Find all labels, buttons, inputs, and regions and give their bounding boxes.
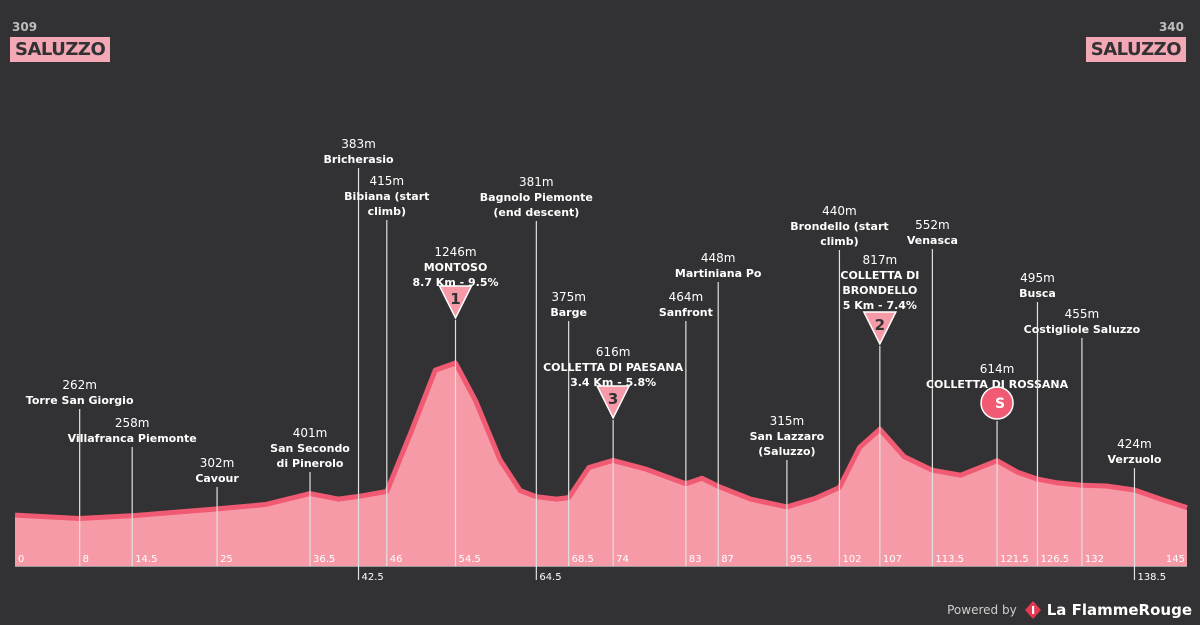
sprint-icon-letter: S [995,396,1005,412]
powered-by-label: Powered by [947,603,1017,617]
waypoint-altitude: 258m [115,416,150,430]
waypoint-name: 8.7 Km - 9.5% [412,276,498,289]
climb-category-icon [438,285,473,320]
waypoint-name: COLLETTA DI ROSSANA [926,378,1069,391]
climb-category-number: 3 [608,390,618,408]
tick-label: 8 [83,554,89,565]
waypoint-name: Bricherasio [323,153,394,166]
waypoint-altitude: 552m [915,218,950,232]
tick-label: 25 [220,554,233,565]
waypoint-name: Venasca [907,234,958,247]
waypoint-altitude: 375m [551,290,586,304]
start-location-card: SALUZZO [10,37,111,62]
tick-label: 54.5 [459,554,481,565]
end-number: 340 [1158,20,1184,34]
waypoint-altitude: 424m [1117,437,1152,451]
waypoint-name: Bibiana (start [344,190,429,203]
climb-category-number: 2 [875,316,885,334]
waypoint-name: San Lazzaro [750,430,825,443]
tick-label: 95.5 [790,554,812,565]
footer: Powered by La FlammeRouge [947,601,1192,619]
waypoint-altitude: 448m [701,251,736,265]
waypoint-altitude: 262m [62,378,97,392]
waypoint-name: 5 Km - 7.4% [843,299,917,312]
waypoint-name: (end descent) [493,206,579,219]
waypoint-name: Costigliole Saluzzo [1024,323,1141,336]
waypoint-name: Villafranca Piemonte [68,432,197,445]
waypoint-altitude: 415m [370,174,405,188]
waypoint-name: Sanfront [659,306,713,319]
tick-label: 113.5 [935,554,964,565]
waypoint-name: COLLETTA DI PAESANA [543,361,683,374]
waypoint-altitude: 464m [669,290,704,304]
tick-label: 36.5 [313,554,335,565]
brand-name: La FlammeRouge [1047,601,1192,619]
waypoint-name: Cavour [195,472,239,485]
tick-label: 42.5 [362,572,384,583]
waypoint-altitude: 616m [596,345,631,359]
waypoint-altitude: 440m [822,204,857,218]
brand-prefix: La Flamme [1046,601,1139,619]
waypoint-name: Barge [550,306,587,319]
waypoint-altitude: 817m [863,253,898,267]
waypoint-name: Busca [1019,287,1056,300]
waypoint-name: Bagnolo Piemonte [480,191,593,204]
waypoint-name: BRONDELLO [842,284,917,297]
waypoint-altitude: 1246m [434,245,476,259]
waypoint-altitude: 401m [293,426,328,440]
flame-logo-icon [1024,601,1041,619]
tick-label: 74 [616,554,629,565]
tick-label: 126.5 [1040,554,1069,565]
waypoint-name: climb) [368,205,406,218]
end-location-card: SALUZZO [1085,37,1186,62]
tick-label: 46 [390,554,403,565]
tick-label: 68.5 [572,554,594,565]
waypoint-altitude: 455m [1065,307,1100,321]
waypoint-name: MONTOSO [424,261,488,274]
tick-label: 87 [721,554,734,565]
waypoint-altitude: 614m [980,362,1015,376]
waypoint-name: 3.4 Km - 5.8% [570,376,656,389]
start-number: 309 [12,20,38,34]
waypoint-name: Verzuolo [1108,453,1162,466]
climb-category-icon [862,311,898,346]
elevation-ridge [14,360,1188,521]
waypoint-altitude: 495m [1020,271,1055,285]
elevation-area [15,365,1187,566]
tick-label: 0 [18,554,24,565]
tick-label: 107 [883,554,902,565]
tick-label: 132 [1085,554,1104,565]
tick-label: 64.5 [539,572,561,583]
waypoint-name: climb) [820,235,858,248]
waypoint-altitude: 383m [341,137,376,151]
waypoint-name: COLLETTA DI [840,269,919,282]
waypoint-altitude: 302m [200,456,235,470]
waypoint-name: Brondello (start [790,220,888,233]
sprint-icon [980,386,1014,420]
waypoint-name: di Pinerolo [277,457,344,470]
tick-label: 138.5 [1137,572,1166,583]
tick-label: 145 [1166,554,1185,565]
tick-label: 102 [842,554,861,565]
tick-label: 14.5 [135,554,157,565]
waypoint-altitude: 381m [519,175,554,189]
tick-label: 83 [689,554,702,565]
climb-category-icon [595,385,631,420]
waypoint-altitude: 315m [770,414,805,428]
tick-label: 121.5 [1000,554,1029,565]
waypoint-name: Martiniana Po [675,267,762,280]
climb-category-number: 1 [450,290,460,308]
brand-suffix: Rouge [1138,601,1192,619]
waypoint-name: (Saluzzo) [758,445,815,458]
waypoint-name: Torre San Giorgio [26,394,134,407]
waypoint-name: San Secondo [270,442,350,455]
